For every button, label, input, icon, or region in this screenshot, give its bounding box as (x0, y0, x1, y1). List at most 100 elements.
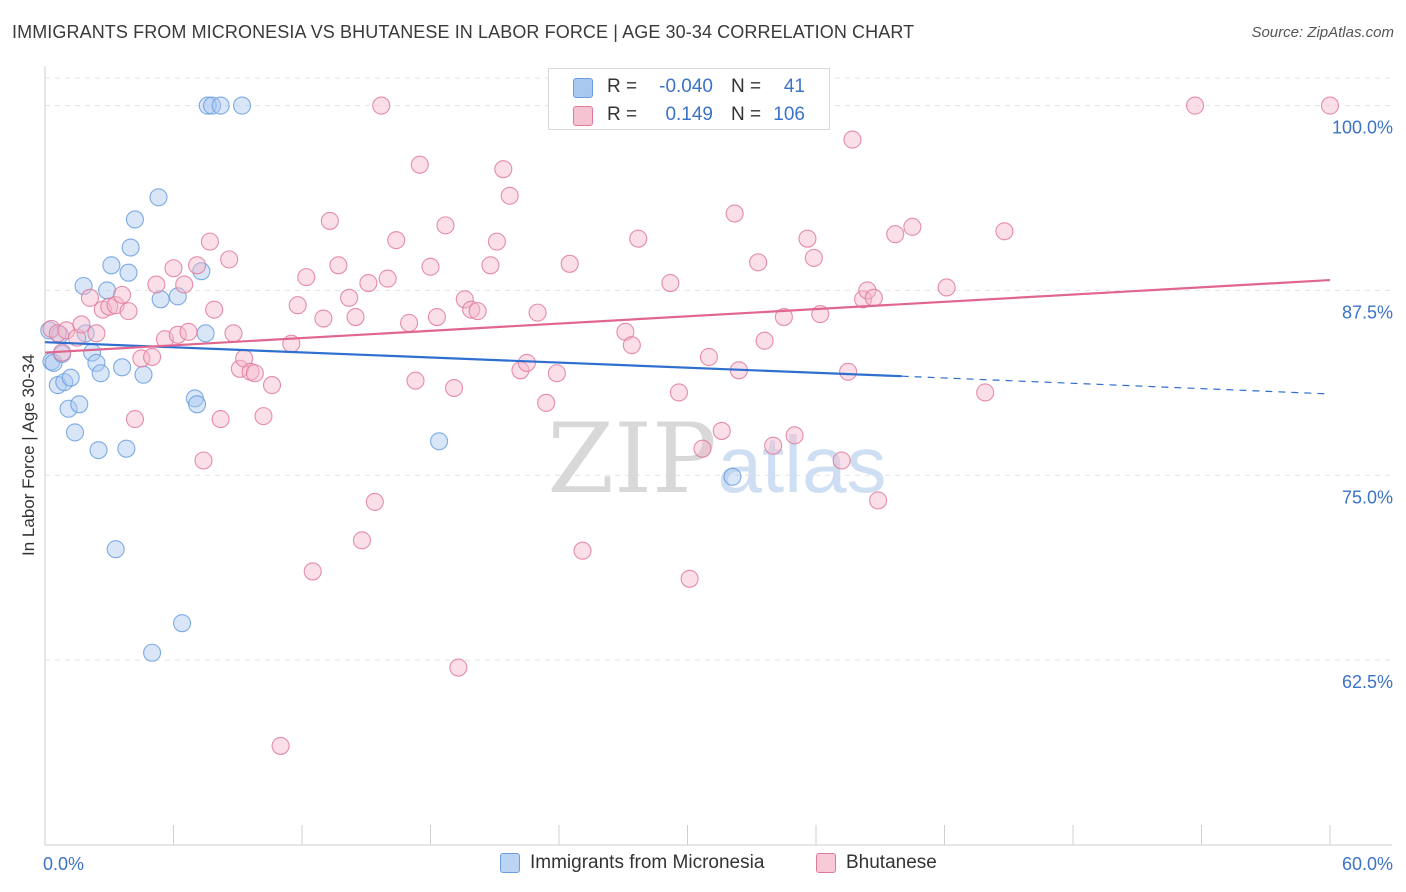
point-bhutanese (445, 378, 464, 398)
point-bhutanese (80, 288, 100, 307)
r-label: R = (607, 76, 638, 97)
point-bhutanese (749, 253, 768, 272)
point-bhutanese (340, 288, 359, 307)
point-micronesia (87, 353, 106, 372)
watermark-zip: ZIP (547, 403, 716, 515)
point-micronesia (430, 432, 449, 451)
point-micronesia (134, 365, 153, 384)
point-bhutanese (205, 300, 224, 319)
point-bhutanese (764, 436, 783, 455)
point-bhutanese (725, 204, 744, 223)
point-micronesia (119, 263, 138, 282)
point-micronesia (76, 324, 95, 343)
point-bhutanese (804, 248, 823, 267)
legend-item-micronesia[interactable]: Immigrants from Micronesia (500, 852, 764, 874)
stats-row-bhutanese: R = 0.149 N = 106 (549, 101, 829, 129)
y-tick-label: 100.0% (1332, 118, 1393, 138)
trend-lines (44, 278, 1331, 395)
point-bhutanese (224, 324, 243, 343)
y-tick-label: 87.5% (1342, 302, 1393, 322)
point-bhutanese (455, 290, 474, 309)
point-bhutanese (537, 393, 556, 412)
point-micronesia (232, 96, 252, 115)
point-micronesia (89, 441, 108, 460)
bottom-legend: Immigrants from Micronesia Bhutanese (0, 852, 1406, 878)
point-bhutanese (669, 383, 688, 402)
legend-label-bhutanese: Bhutanese (846, 852, 937, 873)
trend-line-micronesia (44, 341, 902, 378)
point-bhutanese (113, 285, 132, 304)
point-bhutanese (712, 421, 731, 440)
point-bhutanese (427, 308, 446, 327)
point-micronesia (102, 256, 121, 275)
n-value-micronesia: 41 (783, 76, 805, 97)
point-bhutanese (372, 96, 391, 115)
point-bhutanese (560, 254, 579, 273)
n-label: N = (731, 104, 762, 125)
point-micronesia (188, 395, 207, 414)
point-bhutanese (68, 328, 87, 347)
point-bhutanese (346, 308, 365, 327)
point-micronesia (198, 96, 217, 115)
point-bhutanese (500, 186, 519, 205)
point-bhutanese (755, 331, 774, 350)
point-bhutanese (288, 296, 307, 315)
point-bhutanese (175, 275, 194, 294)
point-bhutanese (1186, 96, 1205, 115)
point-bhutanese (387, 231, 406, 250)
point-bhutanese (262, 376, 282, 395)
r-value-bhutanese: 0.149 (665, 104, 713, 125)
point-micronesia (168, 287, 187, 306)
watermark-atlas: atlas (718, 420, 887, 509)
x-tick-label-min: 0.0% (43, 854, 84, 874)
point-bhutanese (147, 275, 166, 294)
point-bhutanese (680, 569, 699, 588)
point-bhutanese (864, 288, 883, 307)
point-bhutanese (886, 225, 905, 244)
point-bhutanese (188, 256, 207, 275)
legend-item-bhutanese[interactable]: Bhutanese (816, 852, 937, 874)
point-bhutanese (843, 130, 862, 149)
point-bhutanese (320, 211, 339, 230)
point-bhutanese (220, 250, 239, 269)
point-bhutanese (903, 217, 922, 236)
stats-row-micronesia: R = -0.040 N = 41 (549, 73, 829, 101)
legend-label-micronesia: Immigrants from Micronesia (530, 852, 765, 873)
point-bhutanese (462, 300, 481, 319)
point-bhutanese (200, 232, 219, 251)
y-tick-label: 62.5% (1342, 672, 1393, 692)
trend-line-bhutanese (44, 278, 1331, 354)
point-bhutanese (143, 347, 162, 367)
stats-legend: R = -0.040 N = 41 R = 0.149 N = 106 (548, 68, 830, 130)
point-bhutanese (436, 216, 455, 235)
point-micronesia (125, 210, 144, 229)
point-micronesia (121, 238, 140, 257)
point-bhutanese (406, 371, 425, 390)
point-micronesia (74, 276, 93, 296)
stats-swatch-bhutanese (573, 106, 593, 126)
point-bhutanese (832, 451, 851, 470)
point-bhutanese (421, 257, 440, 276)
point-bhutanese (774, 308, 793, 327)
point-bhutanese (547, 364, 566, 383)
point-bhutanese (858, 281, 877, 300)
point-bhutanese (87, 324, 106, 343)
point-micronesia (59, 399, 78, 418)
point-bhutanese (119, 302, 138, 321)
point-bhutanese (410, 155, 429, 174)
point-bhutanese (785, 426, 804, 445)
point-bhutanese (869, 491, 888, 510)
point-bhutanese (517, 353, 536, 372)
point-micronesia (113, 358, 132, 377)
r-value-micronesia: -0.040 (659, 76, 713, 97)
point-micronesia (91, 364, 110, 383)
point-bhutanese (573, 541, 592, 560)
stats-swatch-micronesia (573, 78, 593, 98)
point-bhutanese (168, 325, 187, 344)
point-micronesia (65, 423, 85, 442)
y-axis-label: In Labor Force | Age 30-34 (19, 354, 38, 556)
point-bhutanese (487, 232, 506, 251)
point-bhutanese (164, 259, 183, 278)
point-bhutanese (72, 315, 91, 334)
trend-line-micronesia-extension (901, 375, 1331, 395)
